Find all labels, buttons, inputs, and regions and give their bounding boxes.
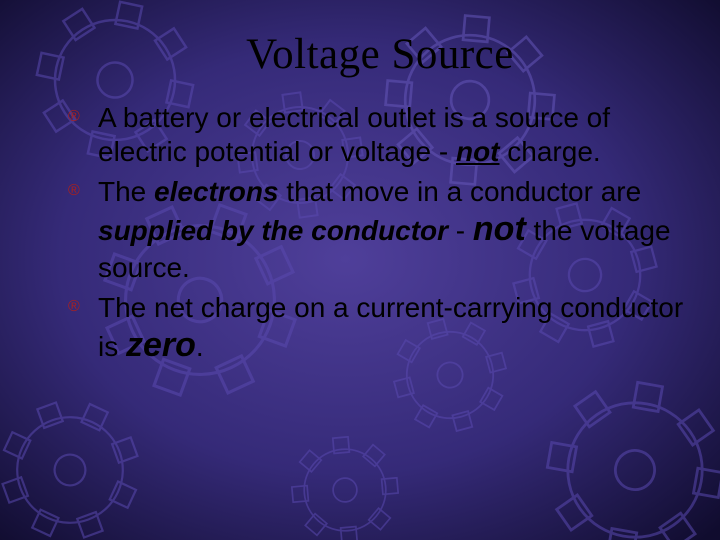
emphasis-not-large: not — [473, 210, 526, 248]
slide-title: Voltage Source — [68, 30, 692, 79]
bullet-text: A battery or electrical outlet is a sour… — [98, 102, 610, 167]
text-run: The — [98, 176, 154, 207]
text-run: - — [448, 215, 473, 246]
slide-content: Voltage Source ® A battery or electrical… — [0, 0, 720, 367]
bullet-item: ® The electrons that move in a conductor… — [68, 175, 692, 285]
text-run: that move in a conductor are — [279, 176, 642, 207]
bullet-marker-icon: ® — [68, 297, 80, 317]
slide: Voltage Source ® A battery or electrical… — [0, 0, 720, 540]
text-run: charge. — [500, 136, 601, 167]
bullet-marker-icon: ® — [68, 181, 80, 201]
text-run: . — [196, 331, 204, 362]
bullet-item: ® A battery or electrical outlet is a so… — [68, 101, 692, 169]
bullet-item: ® The net charge on a current-carrying c… — [68, 291, 692, 367]
emphasis-supplied: supplied by the conductor — [98, 215, 448, 246]
emphasis-not: not — [456, 136, 500, 167]
bullet-text: The net charge on a current-carrying con… — [98, 292, 683, 362]
bullet-text: The electrons that move in a conductor a… — [98, 176, 671, 283]
emphasis-zero: zero — [126, 326, 196, 364]
bullet-marker-icon: ® — [68, 107, 80, 127]
emphasis-electrons: electrons — [154, 176, 279, 207]
bullet-list: ® A battery or electrical outlet is a so… — [68, 101, 692, 367]
